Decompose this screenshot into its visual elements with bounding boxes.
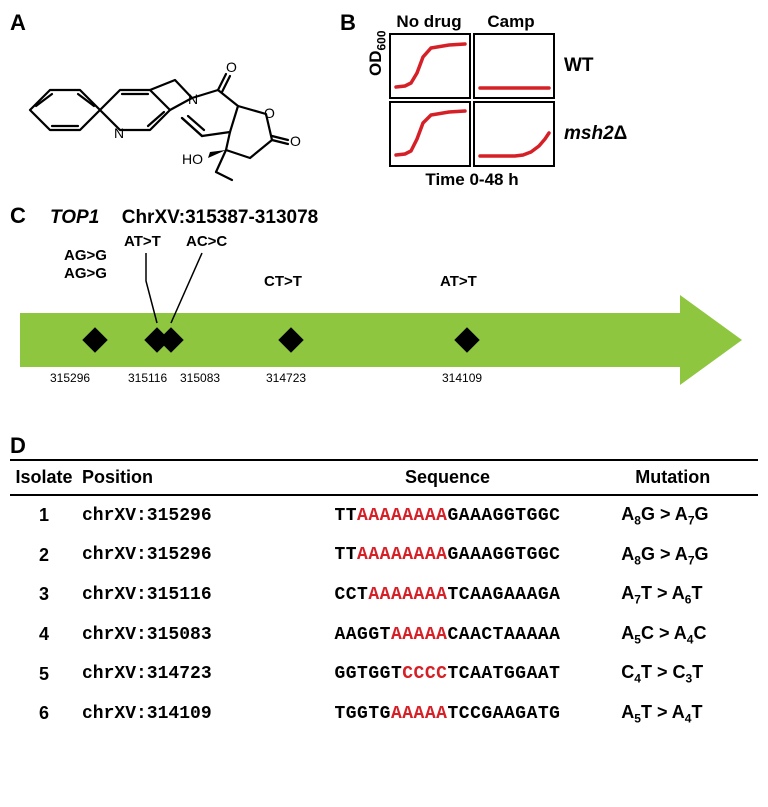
cell-position: chrXV:314723 <box>78 654 278 694</box>
growth-grid: No drug Camp WT msh2Δ Time 0-48 h <box>388 12 627 190</box>
table-row: 5chrXV:314723GGTGGTCCCCTCAATGGAATC4T > C… <box>10 654 758 694</box>
mutation-label: AT>T <box>124 233 161 250</box>
panel-label-c: C <box>10 203 26 229</box>
panel-label-b: B <box>340 10 356 36</box>
panel-a: A N N <box>10 10 340 195</box>
mutation-label: AC>C <box>186 233 227 250</box>
growth-cell <box>473 33 555 99</box>
table-row: 6chrXV:314109TGGTGAAAAATCCGAAGATGA5T > A… <box>10 694 758 734</box>
panel-label-d: D <box>10 433 26 458</box>
col-header-camp: Camp <box>470 12 552 32</box>
cell-isolate: 2 <box>10 536 78 576</box>
svg-text:O: O <box>290 133 301 149</box>
svg-text:N: N <box>188 91 198 107</box>
growth-cell <box>473 101 555 167</box>
mutation-position: 314109 <box>442 371 482 385</box>
cell-sequence: TTAAAAAAAAGAAAGGTGGC <box>278 536 618 576</box>
cell-position: chrXV:315296 <box>78 536 278 576</box>
cell-sequence: GGTGGTCCCCTCAATGGAAT <box>278 654 618 694</box>
col-isolate: Isolate <box>10 460 78 495</box>
gene-coords: ChrXV:315387-313078 <box>122 207 318 228</box>
sequence-table: Isolate Position Sequence Mutation 1chrX… <box>10 459 758 734</box>
panel-label-a: A <box>10 10 340 36</box>
row-ab: A N N <box>10 10 758 195</box>
cell-mutation: C4T > C3T <box>617 654 758 694</box>
growth-row-label: msh2Δ <box>564 123 627 145</box>
y-axis-b: OD600 <box>366 30 388 76</box>
growth-col-headers: No drug Camp <box>388 12 627 32</box>
arrow-head <box>680 295 742 385</box>
svg-text:O: O <box>264 105 275 121</box>
col-position: Position <box>78 460 278 495</box>
table-row: 1chrXV:315296TTAAAAAAAAGAAAGGTGGCA8G > A… <box>10 495 758 536</box>
growth-row: msh2Δ <box>388 100 627 168</box>
arrow-body <box>20 313 680 367</box>
gene-name: TOP1 <box>50 207 99 228</box>
mutation-position: 315296 <box>50 371 90 385</box>
growth-cell <box>389 101 471 167</box>
panel-c: C TOP1 ChrXV:315387-313078 AG>GAG>G 31529… <box>10 203 758 421</box>
col-mutation: Mutation <box>617 460 758 495</box>
table-row: 4chrXV:315083AAGGTAAAAACAACTAAAAAA5C > A… <box>10 615 758 655</box>
col-header-nodrug: No drug <box>388 12 470 32</box>
cell-position: chrXV:315116 <box>78 575 278 615</box>
mutation-label: AG>G <box>64 247 107 264</box>
mutation-label: AG>G <box>64 265 107 282</box>
mutation-position: 314723 <box>266 371 306 385</box>
growth-row-label: WT <box>564 55 594 77</box>
cell-mutation: A7T > A6T <box>617 575 758 615</box>
panel-b: B OD600 No drug Camp WT msh2Δ Time 0-48 h <box>340 10 758 195</box>
cell-isolate: 1 <box>10 495 78 536</box>
cell-position: chrXV:315083 <box>78 615 278 655</box>
cell-sequence: CCTAAAAAAATCAAGAAAGA <box>278 575 618 615</box>
table-row: 3chrXV:315116CCTAAAAAAATCAAGAAAGAA7T > A… <box>10 575 758 615</box>
table-row: 2chrXV:315296TTAAAAAAAAGAAAGGTGGCA8G > A… <box>10 536 758 576</box>
mutation-position: 315116 <box>128 371 167 385</box>
cell-mutation: A8G > A7G <box>617 536 758 576</box>
col-sequence: Sequence <box>278 460 618 495</box>
cell-isolate: 4 <box>10 615 78 655</box>
growth-cell <box>389 33 471 99</box>
cell-mutation: A5C > A4C <box>617 615 758 655</box>
svg-text:HO: HO <box>182 151 203 167</box>
mutation-label: AT>T <box>440 273 477 290</box>
cell-isolate: 3 <box>10 575 78 615</box>
growth-row: WT <box>388 32 627 100</box>
cell-mutation: A5T > A4T <box>617 694 758 734</box>
table-header-row: Isolate Position Sequence Mutation <box>10 460 758 495</box>
cell-sequence: TGGTGAAAAATCCGAAGATG <box>278 694 618 734</box>
svg-text:O: O <box>226 59 237 75</box>
cell-isolate: 6 <box>10 694 78 734</box>
panel-d: D Isolate Position Sequence Mutation 1ch… <box>10 433 758 734</box>
camptothecin-structure: N N O O O <box>20 40 310 190</box>
cell-position: chrXV:314109 <box>78 694 278 734</box>
cell-isolate: 5 <box>10 654 78 694</box>
cell-mutation: A8G > A7G <box>617 495 758 536</box>
mutation-position: 315083 <box>180 371 220 385</box>
cell-position: chrXV:315296 <box>78 495 278 536</box>
x-axis-b: Time 0-48 h <box>388 170 556 190</box>
cell-sequence: AAGGTAAAAACAACTAAAAA <box>278 615 618 655</box>
figure: A N N <box>10 10 758 734</box>
mutation-label: CT>T <box>264 273 302 290</box>
cell-sequence: TTAAAAAAAAGAAAGGTGGC <box>278 495 618 536</box>
svg-text:N: N <box>114 125 124 141</box>
